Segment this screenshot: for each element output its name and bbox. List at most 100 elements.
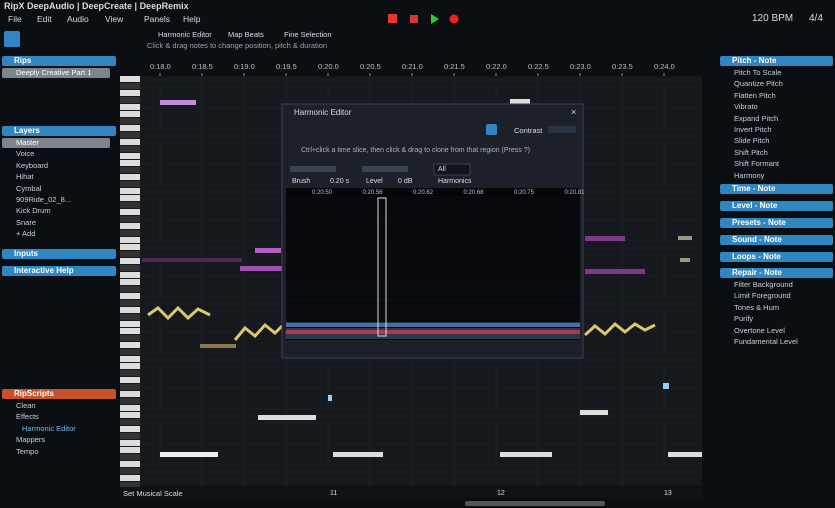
- time-tick-label[interactable]: 0:22.5: [528, 62, 549, 71]
- panel-item[interactable]: Shift Formant: [734, 159, 780, 169]
- menu-item[interactable]: View: [105, 14, 124, 24]
- time-tick-label[interactable]: 0:19.5: [276, 62, 297, 71]
- menu-item[interactable]: Help: [183, 14, 201, 24]
- menu-item[interactable]: Audio: [67, 14, 89, 24]
- panel-item[interactable]: Clean: [16, 401, 36, 410]
- panel-item[interactable]: Purify: [734, 314, 754, 324]
- toolbar-button[interactable]: Fine Selection: [284, 30, 332, 39]
- panel-item[interactable]: Deeply Creative Part 1: [2, 68, 110, 78]
- panel-item[interactable]: Filter Background: [734, 280, 793, 289]
- spec-tick-label[interactable]: 0:20.75: [514, 190, 535, 196]
- panel-item[interactable]: Expand Pitch: [734, 113, 779, 123]
- panel-header[interactable]: Loops - Note: [720, 252, 833, 262]
- record-button[interactable]: [449, 14, 459, 24]
- time-tick-label[interactable]: 0:20.5: [360, 62, 381, 71]
- contrast-slider[interactable]: [548, 126, 576, 133]
- panel-item[interactable]: Harmony: [734, 170, 765, 180]
- menu-item[interactable]: Panels: [144, 14, 170, 24]
- menu-item[interactable]: File: [8, 14, 22, 24]
- time-tick-label[interactable]: 0:23.5: [612, 62, 633, 71]
- panel-header[interactable]: Time - Note: [720, 184, 833, 194]
- time-tick-label[interactable]: 0:20.0: [318, 62, 339, 71]
- dialog-title[interactable]: Harmonic Editor: [294, 108, 352, 117]
- level-slider[interactable]: [362, 166, 408, 172]
- spec-tick-label[interactable]: 0:20.50: [312, 190, 333, 196]
- panel-item[interactable]: Quantize Pitch: [734, 79, 783, 89]
- panel-header[interactable]: Repair - Note: [720, 268, 833, 278]
- bar-marker[interactable]: 12: [497, 490, 505, 497]
- panel-header[interactable]: Sound - Note: [720, 235, 833, 245]
- time-slice[interactable]: [377, 197, 387, 337]
- panel-item[interactable]: Cymbal: [16, 183, 42, 193]
- skip-back[interactable]: [388, 14, 397, 23]
- spec-tick-label[interactable]: 0:20.62: [413, 190, 434, 196]
- panel-item[interactable]: Limit Foreground: [734, 291, 791, 301]
- panel-header[interactable]: Layers: [2, 126, 116, 136]
- mode-value[interactable]: All: [438, 166, 446, 173]
- panel-header[interactable]: Level - Note: [720, 201, 833, 211]
- panel-item[interactable]: Tones & Hum: [734, 302, 780, 312]
- panel-item[interactable]: Tempo: [16, 446, 39, 456]
- contrast-label[interactable]: Contrast: [514, 126, 543, 135]
- spec-tick-label[interactable]: 0:20.68: [463, 190, 484, 196]
- panel-header[interactable]: Rips: [2, 56, 116, 66]
- menu-item[interactable]: Edit: [37, 14, 52, 24]
- h-scrollbar[interactable]: [465, 501, 605, 506]
- tempo[interactable]: 120 BPM: [752, 13, 794, 24]
- time-tick-label[interactable]: 0:18.5: [192, 62, 213, 71]
- panel-item[interactable]: Slide Pitch: [734, 136, 770, 146]
- spec-tick-label[interactable]: 0:20.81: [564, 190, 585, 196]
- panel-item[interactable]: Hihat: [16, 172, 34, 182]
- time-tick-label[interactable]: 0:19.0: [234, 62, 255, 71]
- panel-item[interactable]: Invert Pitch: [734, 125, 772, 134]
- bar-marker[interactable]: 11: [330, 490, 338, 497]
- panel-item[interactable]: Master: [2, 138, 110, 148]
- panel-item[interactable]: Pitch To Scale: [734, 68, 782, 77]
- panel-header[interactable]: Inputs: [2, 249, 116, 259]
- status-text[interactable]: Set Musical Scale: [123, 489, 183, 498]
- time-tick-label[interactable]: 0:21.5: [444, 62, 465, 71]
- panel-header[interactable]: Pitch - Note: [720, 56, 833, 66]
- harmonics-label[interactable]: Harmonics: [438, 178, 472, 185]
- select-tool[interactable]: [4, 31, 20, 47]
- meter[interactable]: 4/4: [809, 13, 823, 24]
- panel-item[interactable]: Mappers: [16, 435, 46, 445]
- time-tick-label[interactable]: 0:22.0: [486, 62, 507, 71]
- toolbar-button[interactable]: Map Beats: [228, 30, 264, 39]
- panel-item[interactable]: + Add: [16, 229, 36, 239]
- panel-item[interactable]: Harmonic Editor: [22, 423, 76, 433]
- panel-item[interactable]: 909Ride_02_8...: [16, 195, 72, 204]
- close-button[interactable]: ×: [571, 107, 577, 117]
- brush-value[interactable]: 0.20 s: [330, 178, 350, 185]
- level-value[interactable]: 0 dB: [398, 178, 413, 185]
- dialog-hint[interactable]: Ctrl+click a time slice, then click & dr…: [301, 147, 530, 154]
- panel-header[interactable]: Interactive Help: [2, 266, 116, 276]
- panel-item[interactable]: Fundamental Level: [734, 337, 798, 346]
- panel-item[interactable]: Voice: [16, 149, 35, 159]
- stop-button[interactable]: [410, 15, 418, 23]
- time-tick-label[interactable]: 0:18.0: [150, 62, 171, 71]
- time-tick-label[interactable]: 0:21.0: [402, 62, 423, 71]
- brush-label[interactable]: Brush: [292, 178, 311, 185]
- bar-marker[interactable]: 13: [664, 490, 672, 497]
- toolbar-button[interactable]: Harmonic Editor: [158, 30, 212, 39]
- spec-tick-label[interactable]: 0:20.56: [362, 190, 383, 196]
- mode-dropdown[interactable]: [433, 163, 471, 176]
- play-button[interactable]: [431, 14, 439, 24]
- brush-slider[interactable]: [290, 166, 336, 172]
- level-label[interactable]: Level: [366, 178, 383, 185]
- panel-header[interactable]: Presets - Note: [720, 218, 833, 228]
- toolbar-hint[interactable]: Click & drag notes to change position, p…: [147, 41, 328, 50]
- panel-item[interactable]: Vibrato: [734, 102, 758, 112]
- panel-item[interactable]: Keyboard: [16, 160, 49, 170]
- panel-item[interactable]: Shift Pitch: [734, 147, 768, 157]
- panel-header[interactable]: RipScripts: [2, 389, 116, 399]
- view-toggle[interactable]: [486, 124, 497, 135]
- panel-item[interactable]: Snare: [16, 217, 37, 227]
- panel-item[interactable]: Kick Drum: [16, 206, 51, 216]
- panel-item[interactable]: Effects: [16, 412, 39, 422]
- time-tick-label[interactable]: 0:23.0: [570, 62, 591, 71]
- time-tick-label[interactable]: 0:24.0: [654, 62, 675, 71]
- panel-item[interactable]: Overtone Level: [734, 325, 785, 335]
- panel-item[interactable]: Flatten Pitch: [734, 90, 776, 100]
